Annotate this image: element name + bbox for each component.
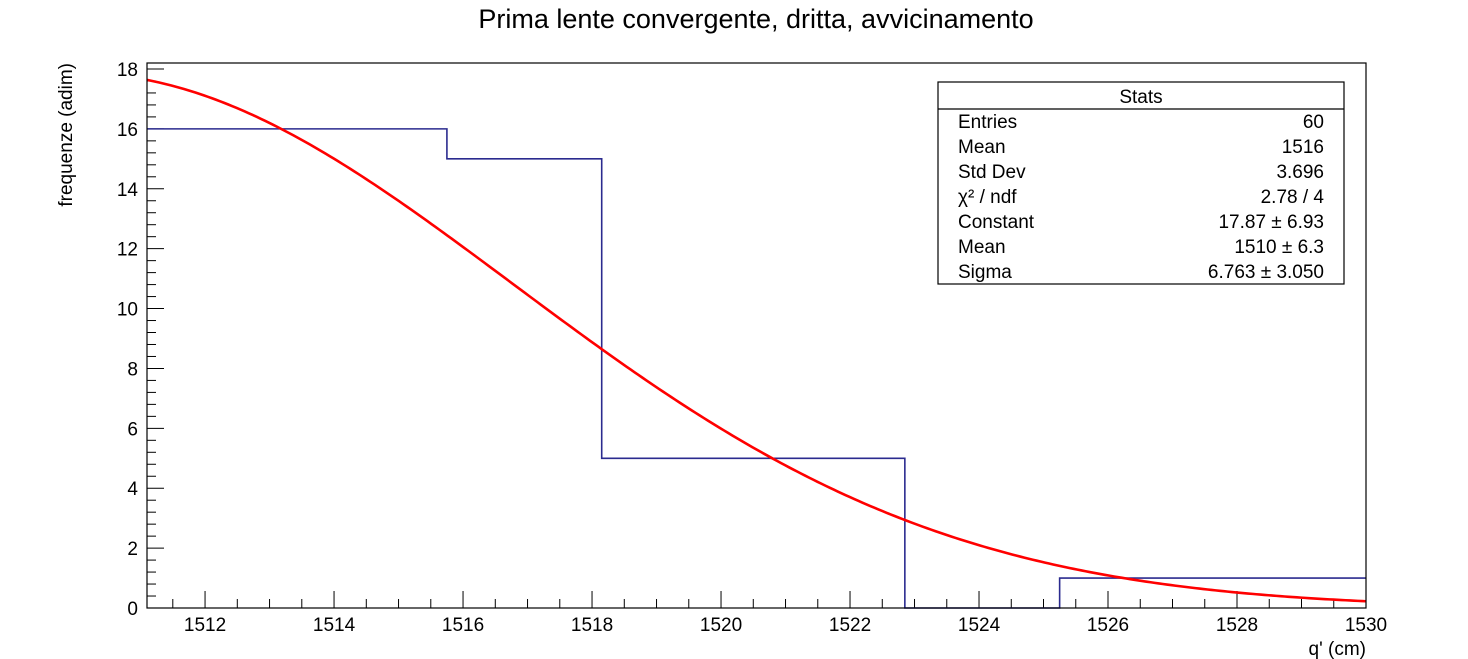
plot-frame [146,62,1367,609]
stats-row-label: Entries [958,112,1017,133]
stats-box-rows: Entries 60 Mean 1516 Std Dev 3.696 χ² / ndf 2.7… [958,112,1324,283]
chart-title: Prima lente convergente, dritta, avvicin… [478,4,1033,34]
stats-row-value: 17.87 ± 6.93 [1218,212,1324,233]
stats-row-value: 3.696 [1276,162,1324,183]
stats-row-label: Sigma [958,262,1012,283]
y-tick-label: 0 [127,599,138,620]
stats-row-value: 1516 [1282,137,1324,158]
axis-tick-labels: 1512 1514 1516 1518 1520 1522 1524 1526 1528 1530… [117,60,1387,636]
stats-box: Stats Entries 60 Mean 1516 Std Dev 3.696 χ² / … [937,81,1345,285]
x-tick-label: 1522 [829,615,871,636]
gaussian-fit-curve [146,78,1367,603]
y-tick-label: 12 [117,240,138,261]
stats-row-value: 60 [1303,112,1324,133]
stats-row-label: Mean [958,237,1006,258]
y-tick-label: 6 [127,419,138,440]
y-tick-label: 4 [127,479,138,500]
stats-row-label: χ² / ndf [958,187,1017,208]
y-tick-label: 14 [117,180,139,201]
y-axis-label: frequenze (adim) [56,63,77,207]
stats-row-label: Mean [958,137,1006,158]
stats-row-label: Constant [958,212,1035,233]
x-tick-label: 1514 [313,615,356,636]
y-tick-label: 18 [117,60,138,81]
x-tick-label: 1518 [571,615,613,636]
x-tick-label: 1526 [1087,615,1129,636]
y-tick-label: 8 [127,359,138,380]
stats-row-value: 2.78 / 4 [1261,187,1325,208]
x-tick-label: 1516 [442,615,484,636]
x-tick-label: 1524 [958,615,1001,636]
stats-row-label: Std Dev [958,162,1026,183]
y-tick-label: 16 [117,120,138,141]
x-axis-label: q' (cm) [1309,639,1366,659]
x-tick-label: 1512 [184,615,226,636]
stats-box-frame [937,81,1345,285]
y-tick-label: 10 [117,300,138,321]
x-tick-label: 1530 [1345,615,1387,636]
histogram-series [147,128,1366,609]
y-tick-label: 2 [127,539,138,560]
stats-row-value: 1510 ± 6.3 [1234,237,1324,258]
x-tick-label: 1520 [700,615,742,636]
stats-row-value: 6.763 ± 3.050 [1208,262,1324,283]
x-tick-label: 1528 [1216,615,1258,636]
stats-box-title: Stats [1119,87,1162,108]
axis-ticks [147,68,1367,609]
